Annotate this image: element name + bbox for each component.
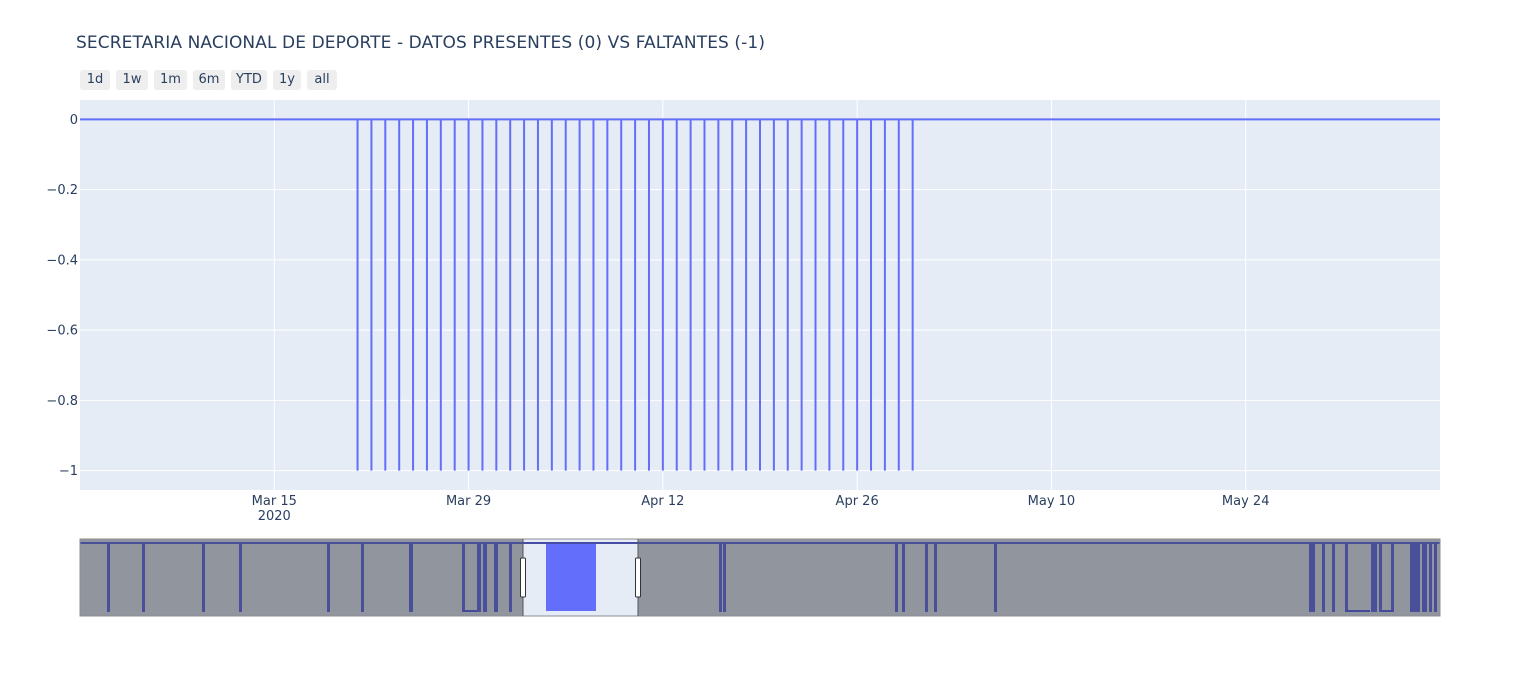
slider-mask-left — [80, 539, 523, 616]
range-button-1y[interactable]: 1y — [273, 70, 301, 90]
x-tick-label: Apr 12 — [641, 494, 684, 509]
slider-border — [79, 538, 1441, 617]
trace-layer — [80, 118, 1440, 471]
slider-window-block — [546, 543, 596, 611]
range-button-1d[interactable]: 1d — [80, 70, 110, 90]
range-button-ytd[interactable]: YTD — [231, 70, 267, 90]
x-tick-label: May 10 — [1028, 494, 1076, 509]
y-tick-label: −0.6 — [46, 324, 78, 339]
y-tick-label: −0.8 — [46, 394, 78, 409]
series-line[interactable] — [80, 118, 1440, 471]
x-tick-label: Mar 15 — [252, 494, 297, 509]
slider-mask-right — [638, 539, 1440, 616]
chart-title: SECRETARIA NACIONAL DE DEPORTE - DATOS P… — [76, 33, 766, 53]
x-tick-label: May 24 — [1222, 494, 1270, 509]
y-axis: 0 −0.2 −0.4 −0.6 −0.8 −1 — [46, 113, 78, 479]
y-tick-label: −0.2 — [46, 183, 78, 198]
y-tick-label: 0 — [70, 113, 78, 128]
range-button-6m[interactable]: 6m — [193, 70, 225, 90]
x-tick-label: Apr 26 — [836, 494, 879, 509]
y-tick-label: −1 — [59, 464, 78, 479]
range-button-all[interactable]: all — [307, 70, 337, 90]
range-button-1w[interactable]: 1w — [116, 70, 148, 90]
slider-trace-overlay — [80, 542, 1440, 612]
x-tick-label: Mar 29 — [446, 494, 491, 509]
range-button-1m[interactable]: 1m — [154, 70, 187, 90]
slider-left-handle[interactable] — [520, 557, 526, 598]
slider-right-handle[interactable] — [635, 557, 641, 598]
y-tick-label: −0.4 — [46, 253, 78, 268]
range-slider[interactable] — [79, 538, 1441, 617]
x-tick-year-label: 2020 — [258, 509, 291, 524]
